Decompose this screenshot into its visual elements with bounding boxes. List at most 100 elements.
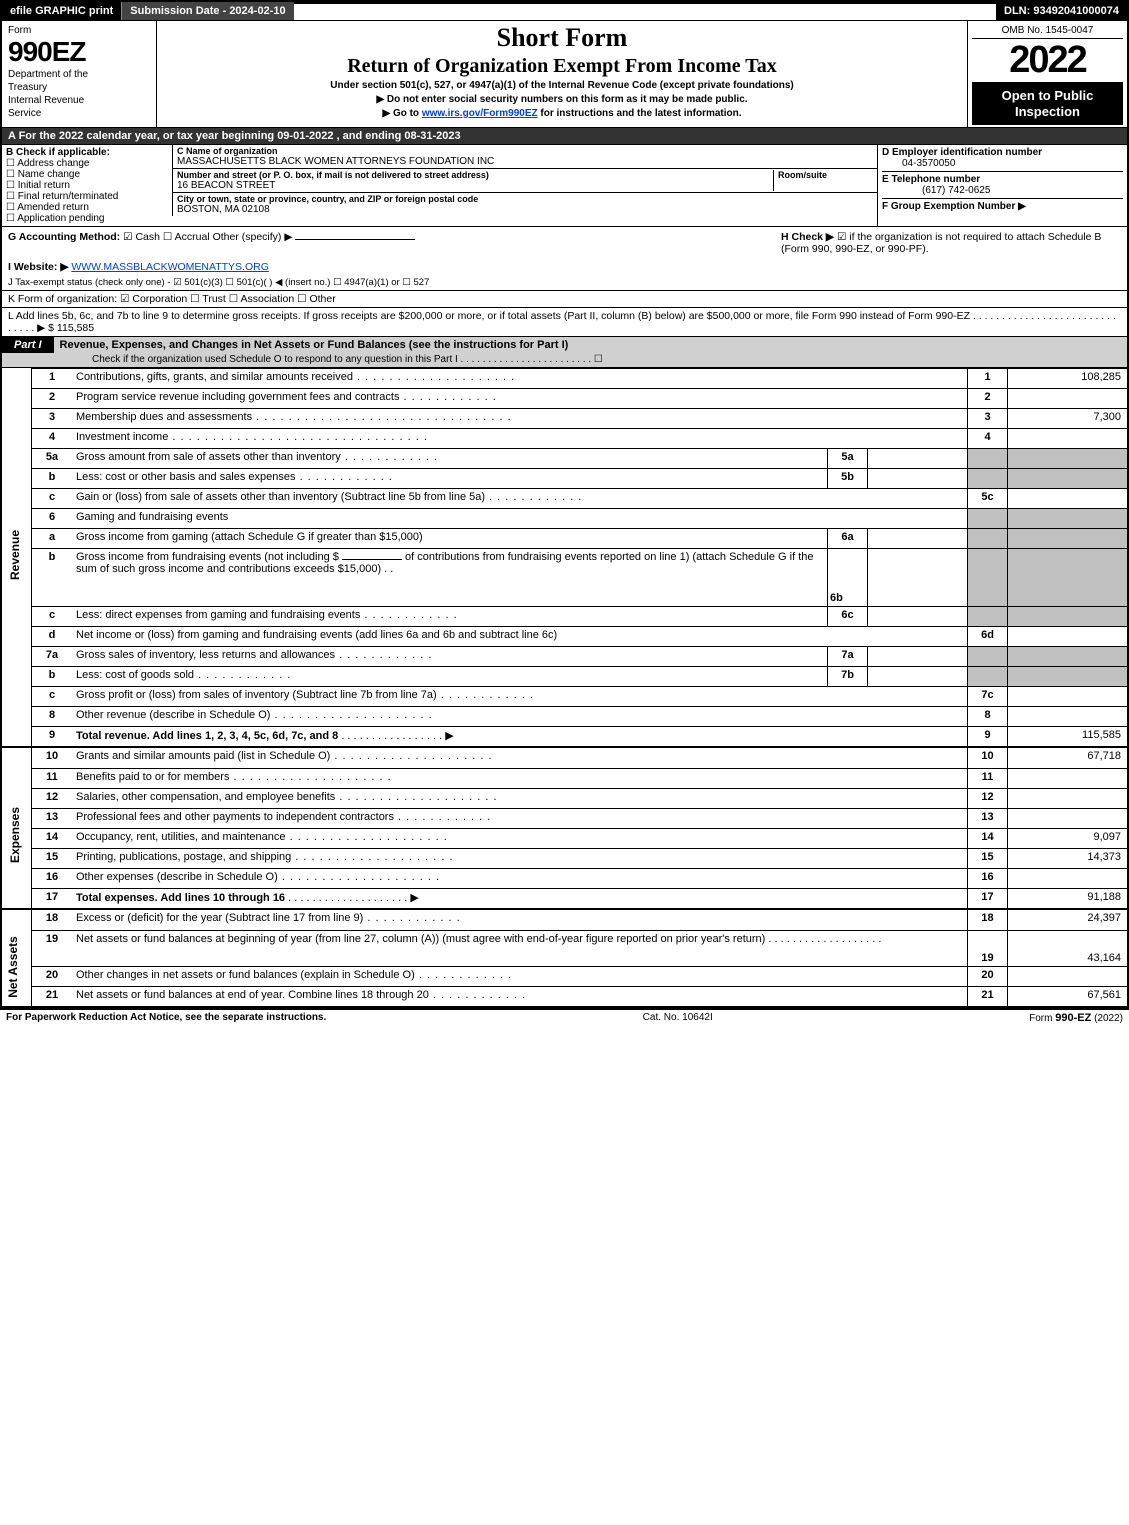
line-11-value: [1007, 769, 1127, 788]
line-6b-mval: [867, 549, 967, 606]
line-17-num: 17: [32, 889, 72, 908]
part1-subtitle: Check if the organization used Schedule …: [2, 353, 1127, 368]
g-cash: Cash: [135, 231, 160, 243]
line-7c-rnum: 7c: [967, 687, 1007, 706]
line-6c-mval: [867, 607, 967, 626]
line-20-value: [1007, 967, 1127, 986]
line-14-value: 9,097: [1007, 829, 1127, 848]
revenue-text: Revenue: [8, 530, 22, 580]
netassets-text: Net Assets: [6, 936, 20, 998]
line-10-text: Grants and similar amounts paid (list in…: [72, 748, 967, 768]
line-6d-rnum: 6d: [967, 627, 1007, 646]
line-7c-num: c: [32, 687, 72, 706]
main-title: Return of Organization Exempt From Incom…: [163, 55, 961, 78]
form-number: 990EZ: [8, 36, 150, 68]
b-item: ☐ Address change: [6, 158, 168, 169]
line-10-rnum: 10: [967, 748, 1007, 768]
k-org-form: K Form of organization: ☑ Corporation ☐ …: [2, 290, 1127, 307]
subtitle: Under section 501(c), 527, or 4947(a)(1)…: [163, 80, 961, 91]
line-1-rnum: 1: [967, 369, 1007, 388]
line-9-value: 115,585: [1007, 727, 1127, 746]
org-street: 16 BEACON STREET: [177, 180, 773, 191]
line-10-num: 10: [32, 748, 72, 768]
line-15-rnum: 15: [967, 849, 1007, 868]
line-19-rnum: 19: [967, 931, 1007, 966]
b-pending: Application pending: [17, 213, 104, 224]
line-6a-mval: [867, 529, 967, 548]
line-17-rnum: 17: [967, 889, 1007, 908]
c-city-label: City or town, state or province, country…: [177, 194, 873, 204]
l-text: L Add lines 5b, 6c, and 7b to line 9 to …: [8, 310, 970, 322]
b-initial: Initial return: [18, 180, 70, 191]
line-19-span: Net assets or fund balances at beginning…: [76, 933, 765, 945]
line-20-num: 20: [32, 967, 72, 986]
line-7b-num: b: [32, 667, 72, 686]
line-6d-text: Net income or (loss) from gaming and fun…: [72, 627, 967, 646]
line-13-num: 13: [32, 809, 72, 828]
footer-right: Form 990-EZ (2022): [1029, 1012, 1123, 1024]
line-2-text: Program service revenue including govern…: [72, 389, 967, 408]
line-13-rnum: 13: [967, 809, 1007, 828]
short-form-title: Short Form: [163, 23, 961, 53]
line-14-num: 14: [32, 829, 72, 848]
g-accrual: Accrual: [175, 231, 210, 243]
topbar-spacer: [294, 2, 996, 20]
line-7a-num: 7a: [32, 647, 72, 666]
line-8-value: [1007, 707, 1127, 726]
line-2-num: 2: [32, 389, 72, 408]
line-5b-mnum: 5b: [827, 469, 867, 488]
line-1-value: 108,285: [1007, 369, 1127, 388]
line-17-text: Total expenses. Add lines 10 through 16 …: [72, 889, 967, 908]
line-6-num: 6: [32, 509, 72, 528]
line-16-rnum: 16: [967, 869, 1007, 888]
line-5a-rnum: [967, 449, 1007, 468]
section-a: A For the 2022 calendar year, or tax yea…: [2, 127, 1127, 144]
b-name-change: Name change: [18, 169, 80, 180]
line-7c-value: [1007, 687, 1127, 706]
line-5a-num: 5a: [32, 449, 72, 468]
line-8-num: 8: [32, 707, 72, 726]
line-19-value: 43,164: [1007, 931, 1127, 966]
part1-title: Revenue, Expenses, and Changes in Net As…: [54, 337, 1127, 353]
h-schedule-b: H Check ▶ ☑ if the organization is not r…: [781, 231, 1121, 255]
line-7b-rval: [1007, 667, 1127, 686]
i-label: I Website: ▶: [8, 261, 68, 273]
l-value: 115,585: [57, 322, 94, 334]
section-gh: G Accounting Method: ☑ Cash ☐ Accrual Ot…: [2, 226, 1127, 259]
line-6c-num: c: [32, 607, 72, 626]
line-7b-mnum: 7b: [827, 667, 867, 686]
line-6c-text: Less: direct expenses from gaming and fu…: [72, 607, 827, 626]
revenue-section: Revenue 1Contributions, gifts, grants, a…: [2, 368, 1127, 746]
b-addr-change: Address change: [17, 158, 89, 169]
line-6a-mnum: 6a: [827, 529, 867, 548]
line-5a-text: Gross amount from sale of assets other t…: [72, 449, 827, 468]
net-assets-section: Net Assets 18Excess or (deficit) for the…: [2, 908, 1127, 1006]
f-group-label: F Group Exemption Number ▶: [882, 198, 1123, 212]
revenue-side-label: Revenue: [2, 368, 32, 746]
irs-link[interactable]: www.irs.gov/Form990EZ: [422, 108, 538, 119]
ein-value: 04-3570050: [882, 158, 1123, 169]
page-footer: For Paperwork Reduction Act Notice, see …: [0, 1008, 1129, 1026]
line-5b-text: Less: cost or other basis and sales expe…: [72, 469, 827, 488]
line-5c-rnum: 5c: [967, 489, 1007, 508]
line-7b-text: Less: cost of goods sold: [72, 667, 827, 686]
website-link[interactable]: WWW.MASSBLACKWOMENATTYS.ORG: [71, 261, 269, 273]
c-addr-label: Number and street (or P. O. box, if mail…: [177, 170, 773, 180]
footer-cat: Cat. No. 10642I: [643, 1012, 713, 1024]
line-6a-rnum: [967, 529, 1007, 548]
open-inspection: Open to Public Inspection: [972, 82, 1123, 125]
line-18-rnum: 18: [967, 910, 1007, 930]
line-5a-rval: [1007, 449, 1127, 468]
line-8-rnum: 8: [967, 707, 1007, 726]
part1-header: Part I Revenue, Expenses, and Changes in…: [2, 336, 1127, 353]
e-tel-label: E Telephone number: [882, 171, 1123, 185]
expenses-side-label: Expenses: [2, 748, 32, 908]
line-7c-text: Gross profit or (loss) from sales of inv…: [72, 687, 967, 706]
line-15-text: Printing, publications, postage, and shi…: [72, 849, 967, 868]
line-6b-mnum: 6b: [827, 549, 867, 606]
b-item: ☐ Amended return: [6, 202, 168, 213]
line-6b-rnum: [967, 549, 1007, 606]
line-7a-text: Gross sales of inventory, less returns a…: [72, 647, 827, 666]
line-6-rval: [1007, 509, 1127, 528]
line-9-text: Total revenue. Add lines 1, 2, 3, 4, 5c,…: [72, 727, 967, 746]
